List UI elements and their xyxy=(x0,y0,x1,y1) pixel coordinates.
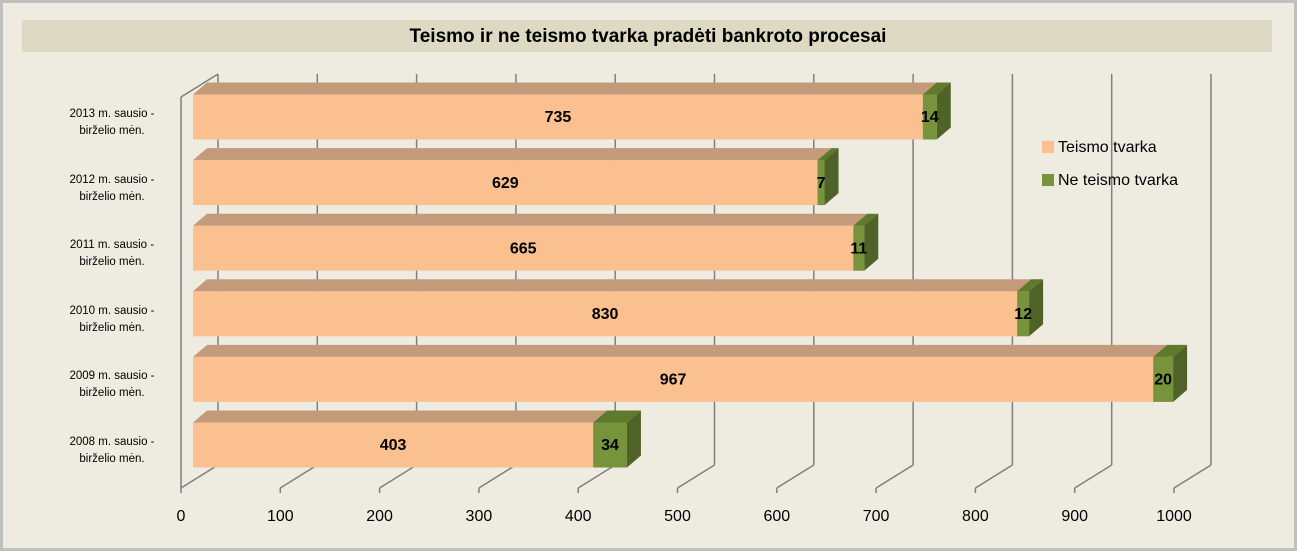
grid-line xyxy=(279,464,318,489)
legend-label: Ne teismo tvarka xyxy=(1058,172,1178,189)
grid-line xyxy=(1074,464,1113,489)
data-label: 34 xyxy=(601,437,619,454)
bar-side xyxy=(936,82,951,140)
y-tick-label: 2011 m. sausio - birželio mėn. xyxy=(69,239,155,269)
y-tick-label: 2008 m. sausio - birželio mėn. xyxy=(69,436,155,465)
bar xyxy=(922,94,937,140)
legend-swatch xyxy=(1042,141,1054,153)
data-label: 629 xyxy=(492,175,519,192)
bar-side xyxy=(1173,344,1188,402)
grid-line xyxy=(875,464,914,489)
bar-top xyxy=(193,344,1168,357)
bar-side xyxy=(864,213,879,271)
y-tick-label: 2009 m. sausio - birželio mėn. xyxy=(69,370,155,400)
x-tick-label: 600 xyxy=(763,508,790,525)
bar-top xyxy=(193,410,608,423)
y-tick-label: 2012 m. sausio - birželio mėn. xyxy=(69,173,155,203)
x-tick-label: 1000 xyxy=(1156,508,1192,525)
bar xyxy=(193,160,818,206)
x-tick-label: 900 xyxy=(1061,508,1088,525)
data-label: 12 xyxy=(1014,306,1032,323)
x-tick-label: 0 xyxy=(177,508,186,525)
bar-top xyxy=(817,148,839,161)
x-tick-label: 400 xyxy=(565,508,592,525)
grid-line xyxy=(180,464,219,489)
x-tick-label: 300 xyxy=(466,508,493,525)
bar-top xyxy=(853,213,879,226)
bar xyxy=(1153,356,1174,402)
x-tick-label: 800 xyxy=(962,508,989,525)
x-tick-label: 700 xyxy=(863,508,890,525)
left-wall xyxy=(180,73,219,98)
bar-top xyxy=(193,148,832,161)
data-label: 14 xyxy=(921,109,939,126)
grid-line xyxy=(1173,464,1212,489)
data-label: 967 xyxy=(660,372,687,389)
grid-line xyxy=(379,464,417,489)
data-label: 11 xyxy=(850,240,867,257)
bar xyxy=(817,160,825,206)
bar-top xyxy=(593,410,641,423)
y-tick-label: 2010 m. sausio - birželio mėn. xyxy=(69,304,155,334)
bar xyxy=(1017,291,1030,337)
data-label: 665 xyxy=(510,240,537,257)
bar-top xyxy=(1017,279,1044,292)
bar xyxy=(193,225,854,271)
grid-line xyxy=(478,464,517,489)
bar-top xyxy=(922,82,951,95)
bar-top xyxy=(193,213,868,226)
bar-side xyxy=(1029,279,1044,337)
data-label: 20 xyxy=(1154,372,1172,389)
legend-label: Teismo tvarka xyxy=(1058,139,1157,156)
data-label: 403 xyxy=(380,437,407,454)
x-tick-label: 500 xyxy=(664,508,691,525)
x-tick-label: 200 xyxy=(366,508,393,525)
grid-line xyxy=(677,464,715,489)
grid-line xyxy=(776,464,815,489)
bar xyxy=(193,422,594,468)
x-tick-label: 100 xyxy=(267,508,294,525)
grid-line xyxy=(975,464,1013,489)
bar-side xyxy=(824,148,839,206)
bar-side xyxy=(626,410,641,468)
grid-line xyxy=(577,464,616,489)
y-tick-label: 2013 m. sausio - birželio mėn. xyxy=(69,108,155,137)
data-label: 830 xyxy=(592,306,619,323)
chart-title: Teismo ir ne teismo tvarka pradėti bankr… xyxy=(410,26,887,47)
bar-top xyxy=(193,279,1032,292)
bar xyxy=(193,94,923,140)
bar-top xyxy=(193,82,937,95)
bar xyxy=(593,422,627,468)
bar xyxy=(853,225,865,271)
bar xyxy=(193,291,1018,337)
legend-swatch xyxy=(1042,174,1054,186)
data-label: 735 xyxy=(545,109,572,126)
bar-top xyxy=(1153,344,1188,357)
data-label: 7 xyxy=(817,175,826,192)
bar xyxy=(193,356,1154,402)
title-bar xyxy=(22,20,1272,52)
